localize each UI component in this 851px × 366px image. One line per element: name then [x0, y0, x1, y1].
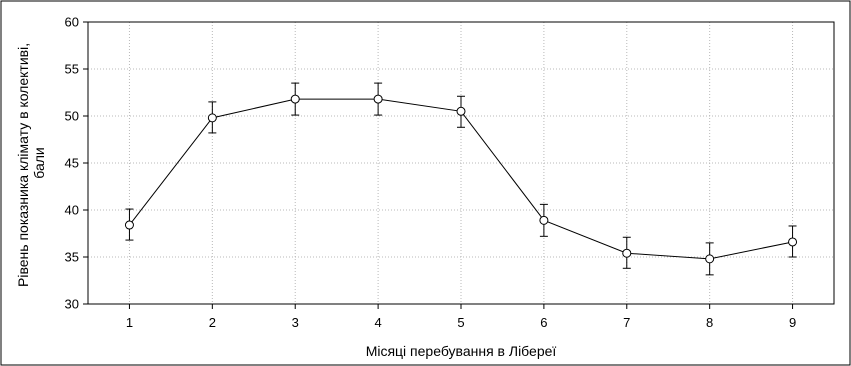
data-point: [456, 106, 466, 116]
data-point: [207, 113, 217, 123]
x-axis: 1 2 3 4 5 6 7 8 9: [126, 304, 796, 330]
data-point: [290, 94, 300, 104]
data-points: [124, 94, 798, 264]
y-axis-label-line-1: Рівень показника клімату в колективі,: [15, 43, 31, 287]
x-tick-label: 7: [623, 315, 630, 330]
x-tick-label: 4: [374, 315, 381, 330]
data-point: [788, 237, 798, 247]
y-tick-label: 35: [65, 250, 79, 265]
y-tick-label: 40: [65, 203, 79, 218]
data-point: [539, 215, 549, 225]
x-axis-label: Місяці перебування в Лібереї: [366, 343, 557, 359]
y-tick-label: 55: [65, 62, 79, 77]
y-tick-label: 30: [65, 297, 79, 312]
x-tick-label: 3: [292, 315, 299, 330]
x-tick-label: 2: [209, 315, 216, 330]
y-tick-label: 60: [65, 15, 79, 30]
y-tick-label: 50: [65, 109, 79, 124]
x-tick-label: 6: [540, 315, 547, 330]
y-tick-label: 45: [65, 156, 79, 171]
data-point: [124, 220, 134, 230]
y-axis-label: Рівень показника клімату в колективі, ба…: [15, 39, 47, 287]
data-point: [622, 248, 632, 258]
x-tick-label: 9: [789, 315, 796, 330]
x-tick-label: 5: [457, 315, 464, 330]
x-tick-label: 8: [706, 315, 713, 330]
y-axis: 30 35 40 45 50 55 60: [65, 15, 88, 312]
data-point: [705, 254, 715, 264]
data-point: [373, 94, 383, 104]
x-tick-label: 1: [126, 315, 133, 330]
y-axis-label-line-2: бали: [31, 147, 47, 178]
